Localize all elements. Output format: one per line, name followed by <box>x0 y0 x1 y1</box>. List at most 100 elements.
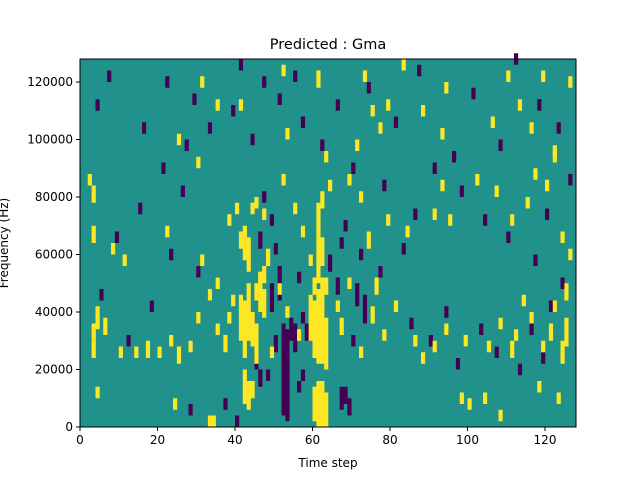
heatmap-cell-low <box>238 59 244 71</box>
heatmap-cell-high <box>537 381 542 393</box>
heatmap-cell-low <box>285 329 290 422</box>
heatmap-cell-high <box>316 70 321 88</box>
heatmap-cell-high <box>440 179 445 192</box>
heatmap-cell-low <box>378 266 383 278</box>
heatmap-cell-high <box>413 335 418 347</box>
heatmap-cell-low <box>169 248 174 261</box>
y-tick-label: 120000 <box>27 75 73 89</box>
heatmap-cell-low <box>343 220 348 232</box>
heatmap-cell-high <box>444 323 449 335</box>
x-tick-label: 20 <box>150 433 165 447</box>
heatmap-cell-low <box>351 335 356 347</box>
heatmap-cell-high <box>122 254 127 266</box>
heatmap-cell-high <box>490 116 495 128</box>
heatmap-cell-low <box>355 283 360 307</box>
heatmap-cell-low <box>304 323 309 341</box>
heatmap-cell-high <box>568 76 573 88</box>
heatmap-cell-low <box>382 179 387 192</box>
x-axis-ticks: 0 20 40 60 80 100 120 <box>76 427 556 447</box>
heatmap-cell-low <box>455 358 461 370</box>
x-tick-label: 0 <box>76 433 84 447</box>
heatmap-cell-high <box>215 277 220 289</box>
heatmap-cell-high <box>483 392 488 404</box>
heatmap-cell-high <box>281 64 286 77</box>
heatmap-cell-high <box>200 76 205 88</box>
heatmap-cell-high <box>486 340 492 353</box>
heatmap-cell-low <box>452 151 457 163</box>
heatmap-cell-low <box>266 369 271 381</box>
heatmap-cell-high <box>285 306 290 318</box>
heatmap-cell-low <box>149 300 154 312</box>
heatmap-cell-low <box>343 386 348 404</box>
heatmap-cell-low <box>517 363 523 376</box>
heatmap-cell-low <box>428 335 433 347</box>
heatmap-cell-low <box>529 323 534 335</box>
heatmap-cell-high <box>541 70 546 82</box>
heatmap-cell-low <box>568 174 573 186</box>
heatmap-cell-high <box>370 105 375 117</box>
heatmap-cell-high <box>188 340 193 353</box>
heatmap-cell-high <box>200 254 205 266</box>
heatmap-cell-low <box>289 317 294 341</box>
heatmap-cell-high <box>227 214 232 226</box>
heatmap-cell-high <box>548 323 554 341</box>
heatmap-cell-high <box>87 174 92 186</box>
heatmap-cell-high <box>370 306 375 324</box>
heatmap-cell-high <box>393 300 399 312</box>
y-tick-label: 40000 <box>35 305 73 319</box>
heatmap-cell-low <box>258 369 263 387</box>
heatmap-cell-high <box>238 231 244 249</box>
heatmap-cell-high <box>223 335 228 353</box>
heatmap-cell-high <box>568 248 573 261</box>
heatmap-cell-high <box>320 237 325 255</box>
heatmap-cell-low <box>297 271 302 284</box>
heatmap-cell-high <box>281 174 286 186</box>
heatmap-cell-high <box>308 254 313 266</box>
heatmap-cell-high <box>556 392 561 404</box>
heatmap-cell-low <box>444 306 449 318</box>
heatmap-cell-high <box>517 99 523 111</box>
heatmap-cell-high <box>91 323 96 341</box>
heatmap-cell-low <box>366 82 371 94</box>
heatmap-cell-low <box>413 208 418 220</box>
heatmap-cell-low <box>556 122 561 134</box>
heatmap-cell-low <box>347 398 352 416</box>
heatmap-cell-high <box>545 179 550 192</box>
heatmap-cell-high <box>91 185 96 203</box>
heatmap-cell-high <box>355 139 360 151</box>
heatmap-cell-low <box>184 139 189 151</box>
heatmap-cell-low <box>300 369 306 381</box>
heatmap-cell-high <box>421 352 426 364</box>
heatmap-cell-high <box>235 202 240 215</box>
heatmap-cell-high <box>564 317 569 347</box>
heatmap-cell-high <box>432 208 437 220</box>
heatmap-cell-high <box>560 340 565 364</box>
heatmap-cell-high <box>176 346 182 364</box>
heatmap-cell-high <box>227 312 232 324</box>
heatmap-cell-high <box>254 283 259 301</box>
heatmap-cell-low <box>335 277 340 295</box>
heatmap-cell-low <box>107 70 112 82</box>
heatmap-cell-high <box>366 231 371 249</box>
heatmap-cell-high <box>498 317 503 330</box>
heatmap-cell-high <box>510 340 515 358</box>
heatmap-cell-high <box>165 225 170 238</box>
heatmap-cell-high <box>266 248 271 266</box>
heatmap-cell-low <box>494 346 499 358</box>
heatmap-cell-high <box>467 398 472 410</box>
heatmap-cell-high <box>374 277 379 295</box>
heatmap-cell-low <box>533 254 538 266</box>
heatmap-cell-low <box>95 99 100 111</box>
x-tick-label: 80 <box>382 433 397 447</box>
heatmap-cell-low <box>250 133 255 146</box>
heatmap-cell-low <box>180 185 185 197</box>
heatmap-cell-low <box>339 386 344 410</box>
heatmap-cell-high <box>552 300 557 312</box>
heatmap-cell-high <box>347 277 352 289</box>
y-tick-label: 20000 <box>35 363 73 377</box>
heatmap-cell-high <box>231 294 236 307</box>
heatmap-cell-high <box>277 283 282 295</box>
heatmap-cell-low <box>300 116 306 128</box>
heatmap-cell-low <box>192 93 197 105</box>
heatmap-cell-high <box>463 335 468 347</box>
